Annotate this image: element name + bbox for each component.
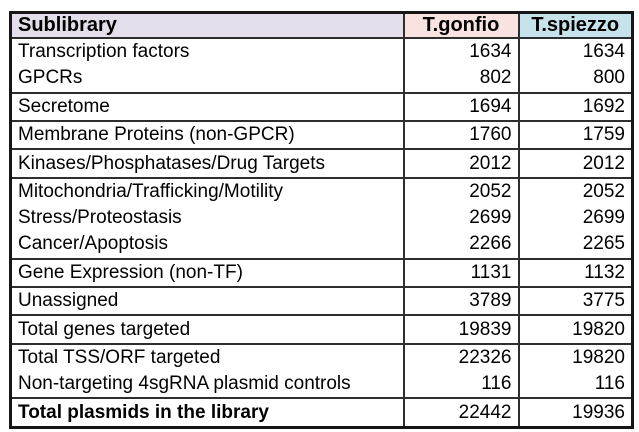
cell-gonfio: 2699 <box>402 205 519 232</box>
cell-gonfio: 116 <box>402 371 519 399</box>
cell-spiezzo: 1132 <box>517 257 633 287</box>
cell-label: Secretome <box>10 91 404 121</box>
cell-spiezzo: 1634 <box>517 36 633 66</box>
row-non-targeting-controls: Non-targeting 4sgRNA plasmid controls 11… <box>11 371 633 399</box>
cell-label: Total TSS/ORF targeted <box>10 342 404 372</box>
cell-spiezzo: 3775 <box>517 285 633 316</box>
cell-gonfio: 1131 <box>402 257 519 287</box>
cell-gonfio: 2266 <box>402 231 519 259</box>
row-cancer-apoptosis: Cancer/Apoptosis 2266 2265 <box>11 231 633 259</box>
cell-gonfio: 1634 <box>402 36 519 66</box>
cell-label: Mitochondria/Trafficking/Motility <box>10 176 404 206</box>
table-body: Transcription factors 1634 1634 GPCRs 80… <box>10 36 633 428</box>
cell-gonfio: 2052 <box>402 176 519 206</box>
row-kinases-phosphatases-drug-targets: Kinases/Phosphatases/Drug Targets 2012 2… <box>10 148 633 178</box>
row-total-tss-orf-targeted: Total TSS/ORF targeted 22326 19820 <box>10 342 633 372</box>
row-total-plasmids: Total plasmids in the library 22442 1993… <box>10 397 633 428</box>
cell-label: Membrane Proteins (non-GPCR) <box>10 119 404 150</box>
cell-gonfio: 3789 <box>402 285 519 316</box>
header-row: Sublibrary T.gonfio T.spiezzo <box>10 12 633 38</box>
cell-label: Total genes targeted <box>10 314 404 344</box>
row-unassigned: Unassigned 3789 3775 <box>10 285 633 316</box>
row-gpcrs: GPCRs 802 800 <box>11 65 633 93</box>
row-gene-expression: Gene Expression (non-TF) 1131 1132 <box>10 257 633 287</box>
cell-gonfio: 802 <box>402 65 519 93</box>
cell-spiezzo: 2699 <box>517 205 633 232</box>
cell-spiezzo: 2265 <box>517 231 633 259</box>
cell-spiezzo: 1759 <box>517 119 633 150</box>
cell-label: Total plasmids in the library <box>10 397 404 428</box>
cell-label: Cancer/Apoptosis <box>18 233 168 255</box>
column-header-tgonfio: T.gonfio <box>402 12 519 38</box>
cell-spiezzo: 2052 <box>517 176 633 206</box>
cell-spiezzo: 2012 <box>517 148 633 178</box>
sublibrary-table: Sublibrary T.gonfio T.spiezzo Transcript… <box>9 11 634 429</box>
cell-gonfio: 1760 <box>402 119 519 150</box>
cell-label: Transcription factors <box>10 36 404 66</box>
cell-spiezzo: 116 <box>517 371 633 399</box>
row-mitochondria-trafficking-motility: Mitochondria/Trafficking/Motility 2052 2… <box>10 176 633 206</box>
row-total-genes-targeted: Total genes targeted 19839 19820 <box>10 314 633 344</box>
row-stress-proteostasis: Stress/Proteostasis 2699 2699 <box>11 205 633 232</box>
cell-gonfio: 2012 <box>402 148 519 178</box>
row-membrane-proteins: Membrane Proteins (non-GPCR) 1760 1759 <box>10 119 633 150</box>
cell-spiezzo: 19936 <box>517 397 633 428</box>
row-transcription-factors: Transcription factors 1634 1634 <box>10 36 633 66</box>
cell-label: Unassigned <box>10 285 404 316</box>
cell-gonfio: 22326 <box>402 342 519 372</box>
row-secretome: Secretome 1694 1692 <box>10 91 633 121</box>
column-header-tspiezzo: T.spiezzo <box>517 12 633 38</box>
cell-spiezzo: 1692 <box>517 91 633 121</box>
cell-spiezzo: 19820 <box>517 342 633 372</box>
cell-label: Stress/Proteostasis <box>18 207 182 229</box>
cell-label: Non-targeting 4sgRNA plasmid controls <box>18 373 351 395</box>
cell-label: Kinases/Phosphatases/Drug Targets <box>10 148 404 178</box>
cell-label: GPCRs <box>18 67 83 89</box>
cell-label: Gene Expression (non-TF) <box>10 257 404 287</box>
column-header-sublibrary: Sublibrary <box>10 12 404 38</box>
cell-gonfio: 22442 <box>402 397 519 428</box>
cell-spiezzo: 800 <box>517 65 633 93</box>
cell-gonfio: 1694 <box>402 91 519 121</box>
cell-gonfio: 19839 <box>402 314 519 344</box>
cell-spiezzo: 19820 <box>517 314 633 344</box>
table-header: Sublibrary T.gonfio T.spiezzo <box>10 12 633 38</box>
